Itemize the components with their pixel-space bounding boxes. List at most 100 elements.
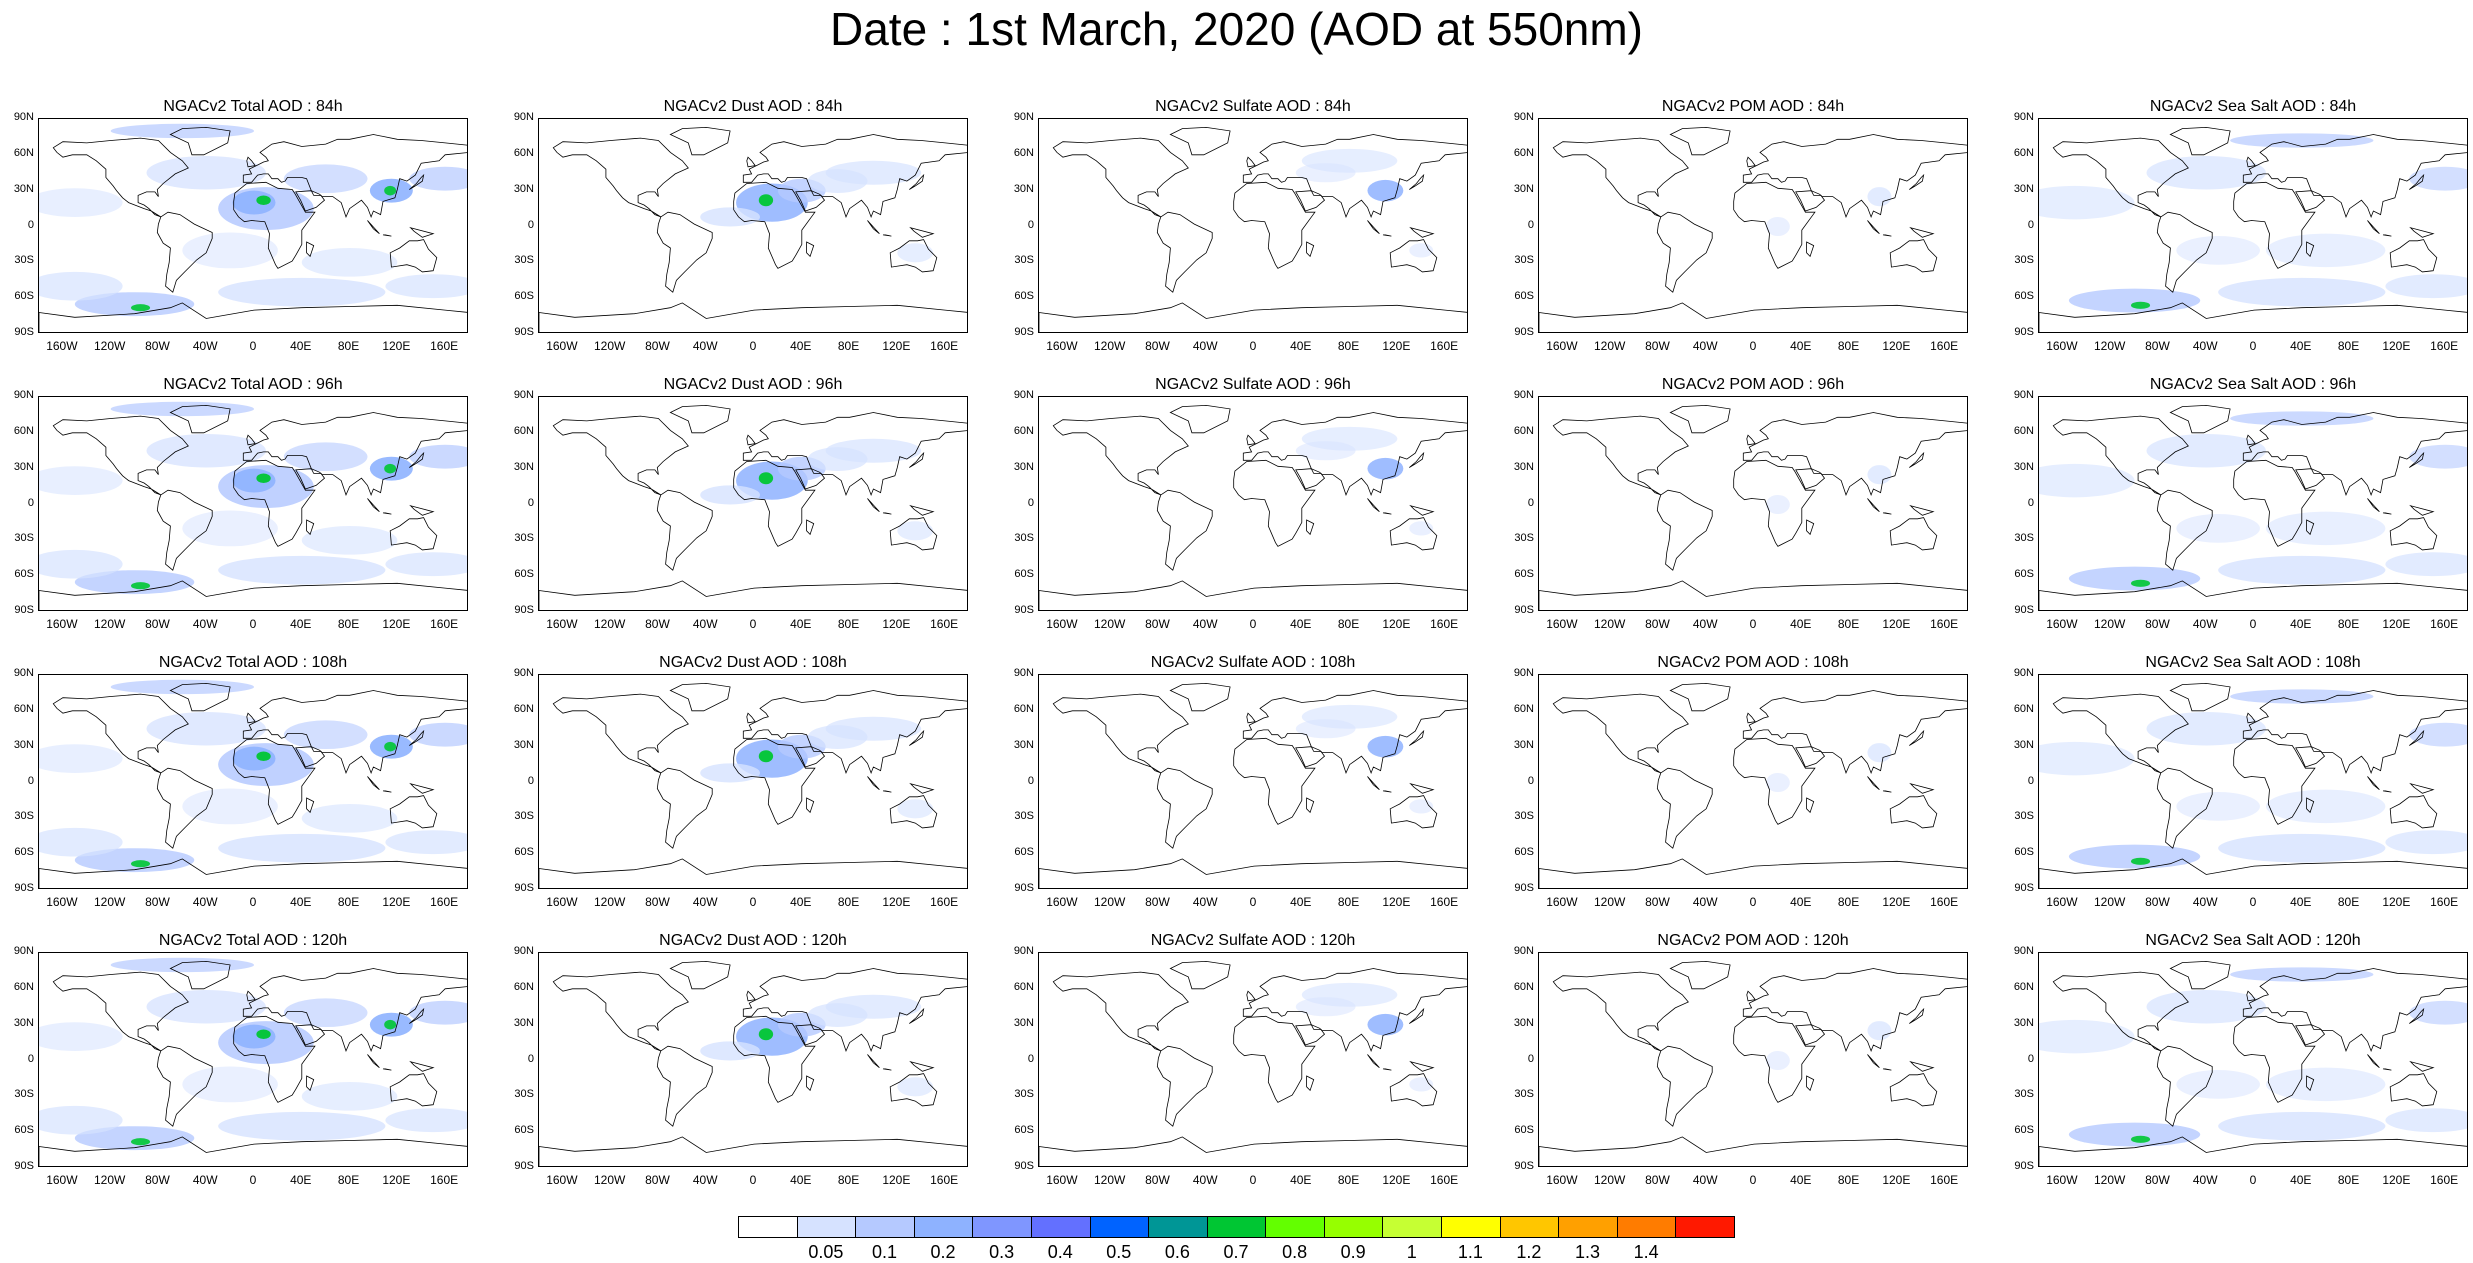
coastline	[2367, 776, 2380, 791]
lon-tick-label: 40W	[1692, 895, 1718, 909]
lon-tick-label: 160E	[1930, 895, 1959, 909]
aod-field	[74, 848, 195, 873]
lon-tick-label: 120E	[2382, 339, 2411, 353]
lon-tick-label: 80E	[837, 617, 860, 631]
coastline	[1806, 519, 1815, 536]
aod-field	[409, 722, 467, 747]
lat-tick-label: 60N	[2013, 702, 2034, 715]
map-canvas	[39, 679, 467, 888]
aod-field	[1367, 457, 1404, 480]
coastline	[306, 519, 315, 536]
aod-field	[2230, 411, 2374, 426]
aod-field	[301, 1082, 398, 1111]
coastline	[1669, 126, 1731, 156]
coastline	[733, 459, 816, 547]
coastline	[1909, 1007, 1925, 1024]
coastline	[382, 1068, 392, 1071]
aod-field	[39, 1022, 123, 1051]
coastline	[2246, 156, 2256, 168]
lon-tick-label: 120E	[882, 617, 911, 631]
aod-field	[283, 442, 368, 472]
lat-tick-label: 60S	[1014, 1124, 1034, 1137]
lon-tick-label: 120E	[1882, 1173, 1911, 1187]
coastline	[306, 241, 315, 258]
colorbar-label: 0.8	[1282, 1242, 1308, 1262]
lat-tick-label: 30N	[1013, 738, 1034, 751]
coastline	[2409, 504, 2435, 516]
coastline	[669, 682, 731, 712]
world-map	[1538, 674, 1968, 889]
lat-tick-label: 30S	[514, 810, 534, 823]
lon-tick-label: 120E	[1382, 895, 1411, 909]
lon-tick-label: 120W	[93, 895, 126, 909]
coastline	[39, 302, 467, 332]
lat-tick-label: 90S	[14, 326, 34, 338]
lat-tick-label: 0	[2027, 496, 2034, 509]
coastline	[1409, 226, 1435, 238]
lat-tick-label: 30N	[1513, 460, 1534, 473]
lat-tick-label: 30N	[2013, 460, 2034, 473]
lat-tick-label: 60N	[513, 146, 534, 159]
lat-tick-label: 30N	[2013, 182, 2034, 195]
lat-tick-label: 60S	[14, 568, 34, 581]
world-map	[2038, 396, 2468, 611]
lon-tick-label: 160E	[1430, 617, 1459, 631]
coastline	[1552, 137, 1689, 218]
coastline	[2169, 126, 2231, 156]
coastline	[909, 1060, 935, 1072]
coastline	[2389, 517, 2438, 551]
aod-field	[1295, 163, 1356, 183]
aod-field	[758, 472, 774, 485]
aod-field	[283, 720, 368, 750]
lat-tick-label: 30S	[14, 532, 34, 545]
aod-field	[283, 164, 368, 194]
lat-tick-label: 30N	[1513, 738, 1534, 751]
aod-field	[146, 434, 266, 468]
lon-tick-label: 120E	[382, 1173, 411, 1187]
aod-field	[182, 232, 278, 269]
lon-tick-label: 120E	[382, 617, 411, 631]
lon-tick-label: 80E	[837, 895, 860, 909]
lat-tick-label: 90S	[1514, 882, 1534, 894]
aod-field	[130, 582, 151, 590]
lon-tick-label: 160W	[546, 617, 578, 631]
aod-field	[384, 741, 397, 752]
lat-tick-label: 90S	[1014, 1160, 1034, 1172]
lon-tick-label: 80E	[2337, 617, 2360, 631]
lon-tick-label: 80W	[1145, 1173, 1170, 1187]
aod-field	[39, 549, 123, 579]
lat-tick-label: 0	[27, 774, 34, 787]
lat-tick-label: 60N	[1513, 702, 1534, 715]
coastline	[656, 211, 713, 293]
lat-tick-label: 90N	[1013, 111, 1034, 123]
aod-field	[385, 274, 467, 299]
coastline	[52, 137, 189, 218]
coastline	[795, 468, 826, 490]
coastline	[669, 126, 731, 156]
lon-tick-label: 80W	[145, 339, 170, 353]
coastline	[2295, 1024, 2326, 1046]
coastline	[1052, 137, 1189, 218]
colorbar-swatch	[1558, 1216, 1618, 1238]
lat-tick-label: 60N	[513, 702, 534, 715]
coastline	[1052, 971, 1189, 1052]
coastline	[2156, 1045, 2213, 1127]
coastline	[156, 489, 213, 571]
lon-tick-label: 0	[1249, 339, 1257, 353]
lon-tick-label: 80W	[145, 617, 170, 631]
coastline	[246, 156, 256, 168]
lon-tick-label: 120W	[1093, 617, 1126, 631]
coastline	[539, 302, 967, 332]
world-map	[538, 952, 968, 1167]
coastline	[1382, 790, 1392, 793]
coastline	[882, 790, 892, 793]
coastline	[2242, 412, 2467, 497]
aod-field	[218, 555, 386, 585]
coastline	[242, 968, 467, 1053]
lat-tick-label: 90S	[514, 604, 534, 616]
coastline	[2409, 226, 2435, 238]
coastline	[2233, 737, 2316, 825]
lon-tick-label: 160E	[430, 895, 459, 909]
aod-field	[2039, 1019, 2135, 1054]
lon-tick-label: 160E	[1430, 1173, 1459, 1187]
